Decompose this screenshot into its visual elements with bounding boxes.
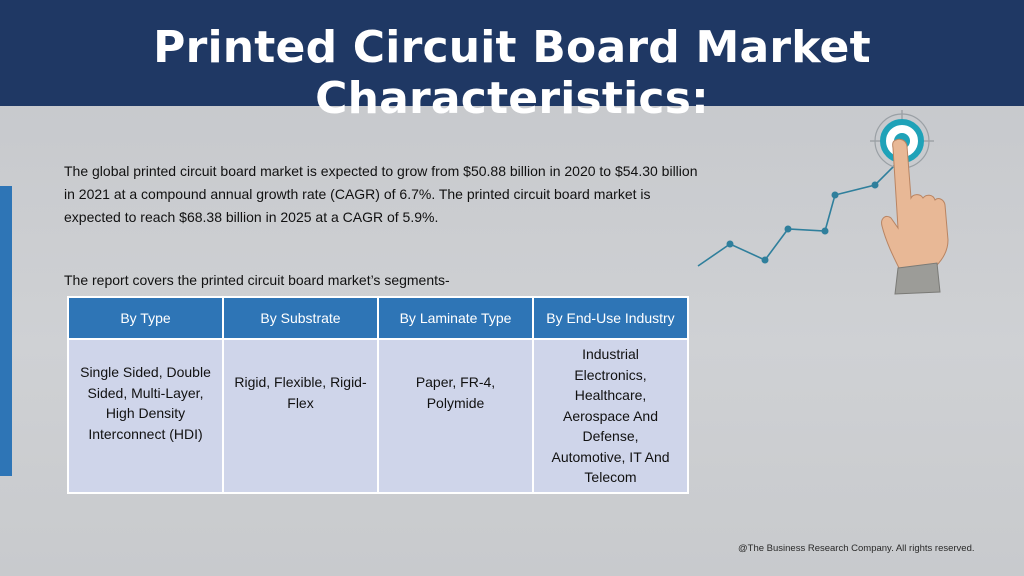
header-by-substrate: By Substrate bbox=[222, 296, 379, 340]
hand-pointing-icon bbox=[881, 138, 949, 295]
intro-paragraph: The global printed circuit board market … bbox=[64, 163, 698, 225]
cell-end-use: Industrial Electronics, Healthcare, Aero… bbox=[532, 338, 689, 494]
title-banner: Printed Circuit Board Market Characteris… bbox=[0, 0, 1024, 124]
trend-line-icon bbox=[697, 159, 901, 267]
header-by-laminate-type: By Laminate Type bbox=[377, 296, 534, 340]
table-row: Single Sided, Double Sided, Multi-Layer,… bbox=[67, 338, 689, 494]
segments-intro: The report covers the printed circuit bo… bbox=[64, 272, 450, 288]
cell-laminate: Paper, FR-4, Polymide bbox=[377, 338, 534, 494]
copyright-footer: @The Business Research Company. All righ… bbox=[738, 543, 975, 554]
header-by-end-use-industry: By End-Use Industry bbox=[532, 296, 689, 340]
header-by-type: By Type bbox=[67, 296, 224, 340]
table-header-row: By Type By Substrate By Laminate Type By… bbox=[67, 296, 689, 340]
cell-substrate: Rigid, Flexible, Rigid-Flex bbox=[222, 338, 379, 494]
page-title: Printed Circuit Board Market Characteris… bbox=[153, 22, 871, 124]
growth-illustration bbox=[697, 110, 949, 295]
left-accent-bar bbox=[0, 186, 12, 476]
segments-table: By Type By Substrate By Laminate Type By… bbox=[67, 296, 689, 494]
cell-type: Single Sided, Double Sided, Multi-Layer,… bbox=[67, 338, 224, 494]
